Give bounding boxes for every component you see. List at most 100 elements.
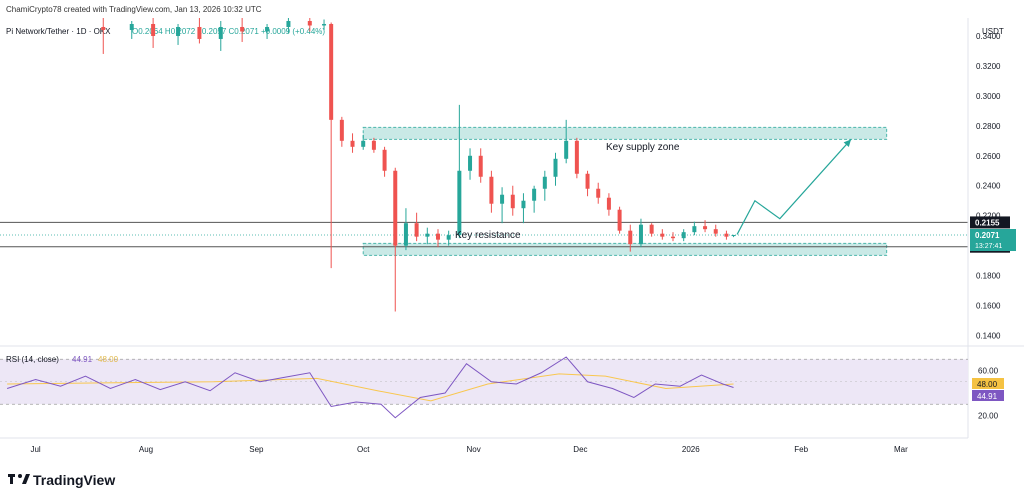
price-axis-currency: USDT xyxy=(982,27,1004,36)
price-tick-label-2: 0.3000 xyxy=(976,92,1001,101)
candle-5 xyxy=(218,20,223,51)
candle-17 xyxy=(393,167,398,312)
rsi-ma-line xyxy=(7,373,734,402)
candle-body xyxy=(671,236,676,239)
candle-12 xyxy=(339,116,344,147)
tradingview-mark-icon xyxy=(8,474,30,484)
candle-22 xyxy=(446,230,451,246)
candle-body xyxy=(532,188,537,201)
candle-body xyxy=(382,149,387,171)
price-ticks-layer: 0.3400 0.3200 0.3000 0.2800 0.2600 0.2400 0.22… xyxy=(976,32,1001,341)
time-tick-label-4: Nov xyxy=(466,445,480,454)
candle-body xyxy=(329,23,334,120)
candle-27 xyxy=(500,187,505,224)
candle-21 xyxy=(435,229,440,248)
rsi-title[interactable]: RSI (14, close) xyxy=(6,355,59,364)
candle-38 xyxy=(617,206,622,234)
author-credit: ChamiCrypto78 created with TradingView.c… xyxy=(6,5,262,14)
rsi-value-readout: 44.91 xyxy=(72,355,93,364)
candle-48 xyxy=(724,230,729,240)
candle-4 xyxy=(197,18,202,44)
tradingview-logo[interactable]: TradingView xyxy=(8,472,115,488)
ohlc-readout: O0.2064 H0.2072 L0.2057 C0.2071 +0.0009 … xyxy=(132,27,325,36)
level-badge-bg-0 xyxy=(970,216,1010,229)
time-tick-label-6: 2026 xyxy=(682,445,700,454)
candle-25 xyxy=(478,148,483,183)
candle-body xyxy=(307,20,312,26)
price-tick-label-5: 0.2400 xyxy=(976,182,1001,191)
candle-body xyxy=(371,140,376,150)
time-tick-label-2: Sep xyxy=(249,445,264,454)
candle-body xyxy=(350,140,355,147)
countdown-label: 13:27:41 xyxy=(975,243,1002,250)
candle-body xyxy=(478,155,483,177)
candle-49 xyxy=(731,234,736,238)
candle-23 xyxy=(457,104,462,239)
time-tick-label-1: Aug xyxy=(139,445,153,454)
rsi-value-badge-label: 44.91 xyxy=(977,392,998,401)
supply-zone-box xyxy=(362,126,888,140)
time-axis-layer: Jul Aug Sep Oct Nov Dec 2026 Feb Mar xyxy=(30,445,908,454)
symbol-title[interactable]: Pi Network/Tether · 1D · OKX xyxy=(6,27,111,36)
rsi-line xyxy=(6,356,734,419)
candle-35 xyxy=(585,170,590,197)
projection-layer xyxy=(736,138,852,235)
candle-15 xyxy=(371,137,376,153)
rsi-ma-badge-label: 48.00 xyxy=(977,380,998,389)
candle-body xyxy=(414,223,419,237)
candle-body xyxy=(585,173,590,189)
candle-37 xyxy=(606,193,611,216)
candle-34 xyxy=(574,137,579,179)
candle-body xyxy=(617,209,622,231)
support-zone-box xyxy=(362,242,888,256)
candle-46 xyxy=(703,220,708,233)
candle-body xyxy=(322,23,327,26)
candle-body xyxy=(286,20,291,27)
candle-11 xyxy=(329,22,334,269)
candle-29 xyxy=(521,193,526,224)
projection-path xyxy=(736,138,852,235)
candle-40 xyxy=(638,218,643,248)
candle-18 xyxy=(403,208,408,251)
candle-8 xyxy=(286,18,291,33)
candle-body xyxy=(553,158,558,177)
candle-47 xyxy=(713,224,718,237)
candle-body xyxy=(457,170,462,236)
candle-26 xyxy=(489,170,494,213)
supply-zone-label: Key supply zone xyxy=(606,142,680,153)
candle-body xyxy=(446,235,451,240)
candle-20 xyxy=(425,227,430,245)
candle-41 xyxy=(649,223,654,237)
candle-body xyxy=(339,119,344,141)
candle-body xyxy=(628,230,633,245)
level-badge-label-0: 0.2155 xyxy=(975,218,1000,227)
candle-body xyxy=(403,223,408,246)
last-price-badge-bg xyxy=(970,229,1016,252)
candle-30 xyxy=(532,185,537,213)
candle-10 xyxy=(322,19,327,30)
candle-body xyxy=(468,155,473,171)
candle-39 xyxy=(628,224,633,252)
candle-45 xyxy=(692,221,697,236)
candle-14 xyxy=(361,134,366,150)
price-tick-label-7: 0.1800 xyxy=(976,272,1001,281)
candle-body xyxy=(510,194,515,209)
candle-body xyxy=(265,26,270,32)
candle-28 xyxy=(510,185,515,216)
candle-body xyxy=(500,194,505,204)
candle-body xyxy=(564,140,569,159)
candle-33 xyxy=(564,119,569,164)
last-price-badge-label: 0.2071 xyxy=(975,231,1000,240)
zones-layer xyxy=(362,126,888,256)
candle-body xyxy=(361,140,366,147)
candle-body xyxy=(197,26,202,39)
candle-body xyxy=(660,233,665,237)
rsi-ma-readout: 48.00 xyxy=(98,355,119,364)
candle-body xyxy=(101,26,106,30)
candle-body xyxy=(713,229,718,234)
candle-16 xyxy=(382,146,387,177)
price-tick-label-8: 0.1600 xyxy=(976,302,1001,311)
candle-36 xyxy=(596,182,601,204)
